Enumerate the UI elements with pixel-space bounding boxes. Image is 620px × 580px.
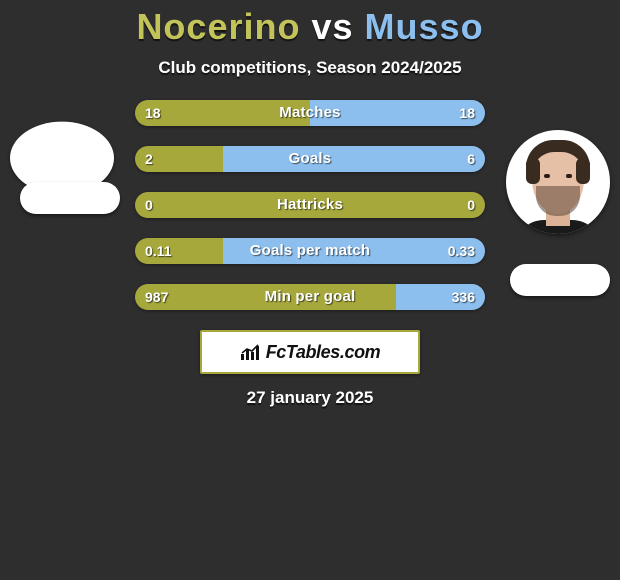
stat-label: Matches — [135, 100, 485, 126]
club-badge-right — [510, 264, 610, 296]
page-title: Nocerino vs Musso — [0, 6, 620, 48]
player-face-icon — [506, 130, 610, 234]
title-vs: vs — [311, 6, 353, 47]
stat-row: 26Goals — [135, 146, 485, 172]
comparison-widget: Nocerino vs Musso Club competitions, Sea… — [0, 6, 620, 580]
stat-label: Hattricks — [135, 192, 485, 218]
stats-block: 1818Matches 26Goals 00Hattricks 0.110.33Goa… — [135, 100, 485, 310]
stat-label: Goals — [135, 146, 485, 172]
stat-label: Min per goal — [135, 284, 485, 310]
stat-row: 00Hattricks — [135, 192, 485, 218]
stat-row: 1818Matches — [135, 100, 485, 126]
avatar-right — [506, 130, 610, 234]
subtitle: Club competitions, Season 2024/2025 — [0, 58, 620, 78]
club-badge-left — [20, 182, 120, 214]
stat-label: Goals per match — [135, 238, 485, 264]
brand-text: FcTables.com — [266, 342, 381, 363]
bar-chart-icon — [240, 343, 262, 361]
date-line: 27 january 2025 — [0, 388, 620, 408]
player-right-name: Musso — [365, 6, 484, 47]
stat-row: 0.110.33Goals per match — [135, 238, 485, 264]
stat-row: 987336Min per goal — [135, 284, 485, 310]
player-left-name: Nocerino — [136, 6, 300, 47]
brand-box[interactable]: FcTables.com — [200, 330, 420, 374]
